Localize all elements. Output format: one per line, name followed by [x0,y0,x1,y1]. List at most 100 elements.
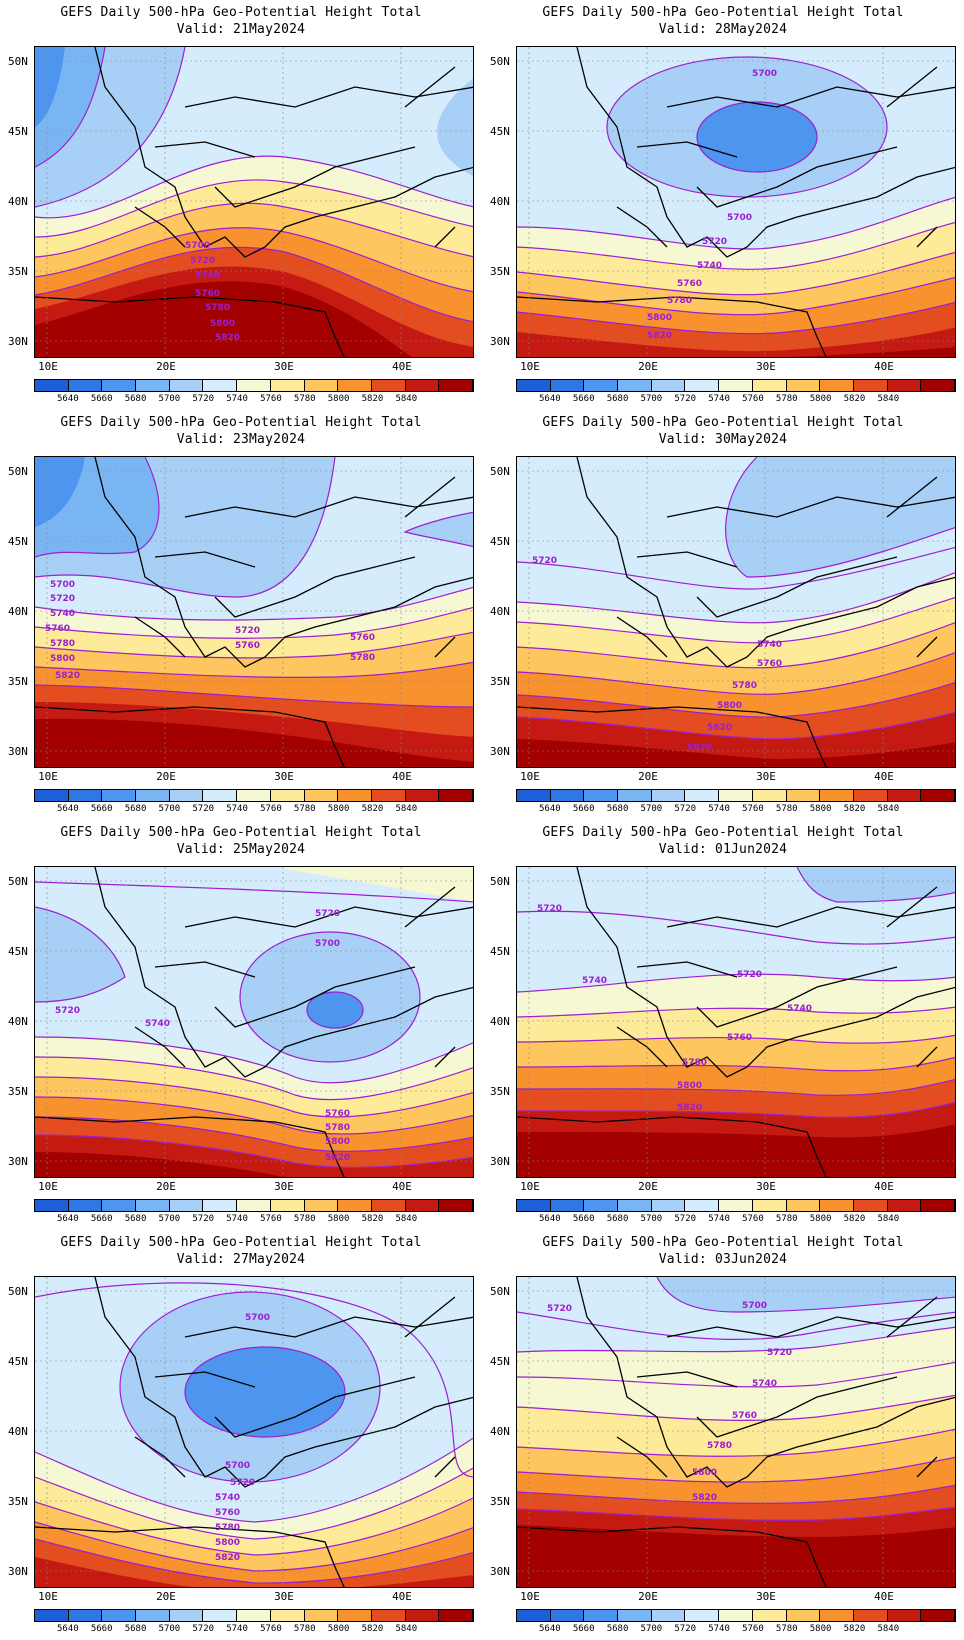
colorbar-label: 5680 [124,804,147,814]
contour-label: 5720 [532,556,558,566]
lat-label: 40N [8,195,28,208]
lon-label: 10E [520,360,540,373]
colorbar-label: 5640 [57,1624,79,1634]
colorbar-swatch [550,790,585,801]
contour-label: 5820 [215,333,241,343]
colorbar-swatch [136,1610,170,1621]
colorbar-swatch [618,1200,652,1211]
colorbar-label: 5760 [742,1624,764,1634]
contour-label: 5780 [732,681,758,691]
colorbar-label: 5660 [572,394,595,404]
lon-label: 20E [156,1590,176,1603]
colorbar-label: 5820 [843,804,866,814]
valid-prefix: Valid: [658,432,715,447]
colorbar-swatch [618,1610,652,1621]
colorbar-label: 5840 [395,804,418,814]
height-map-svg [517,457,955,767]
contour-label: 5720 [190,256,216,266]
valid-date-line: Valid: 23May2024 [0,431,482,448]
lat-label: 50N [8,55,28,68]
valid-date-line: Valid: 01Jun2024 [482,841,964,858]
colorbar-swatch [304,1200,339,1211]
valid-date: 28May2024 [714,22,788,37]
colorbar-swatch [853,380,888,391]
lon-label: 40E [874,1590,894,1603]
lon-label: 10E [38,1590,58,1603]
lon-label: 40E [392,770,412,783]
colorbar-label: 5740 [226,1624,248,1634]
colorbar-swatch [270,1610,305,1621]
colorbar-label: 5780 [293,1214,316,1224]
height-map-svg [517,1277,955,1587]
contour-label: 5800 [325,1137,351,1147]
contour-label: 5780 [325,1123,351,1133]
colorbar-label: 5800 [327,804,350,814]
panel-title: GEFS Daily 500-hPa Geo-Potential Height … [60,1235,422,1250]
colorbar-swatch [439,1610,473,1621]
lon-label: 40E [392,1590,412,1603]
colorbar-swatch [35,1610,69,1621]
colorbar-swatch [270,790,305,801]
colorbar-swatch [136,1200,170,1211]
panel-title: GEFS Daily 500-hPa Geo-Potential Height … [60,5,422,20]
panel-title: GEFS Daily 500-hPa Geo-Potential Height … [60,825,422,840]
contour-label: 5740 [582,976,608,986]
lon-label: 30E [756,770,776,783]
colorbar-label: 5660 [90,394,113,404]
valid-date-line: Valid: 25May2024 [0,841,482,858]
colorbar-swatch [584,790,619,801]
colorbar-label: 5780 [775,1624,798,1634]
colorbar-label: 5640 [539,394,561,404]
height-map: 5720 5700 5720 5740 5760 5780 5800 5820 [516,1276,956,1588]
colorbar-label: 5780 [293,1624,316,1634]
lon-label: 40E [874,1180,894,1193]
colorbar-label: 5640 [57,394,79,404]
height-map: 5700 5700 5720 5740 5760 5780 5800 5820 [34,1276,474,1588]
colorbar-label: 5720 [674,1214,697,1224]
colorbar-swatch [651,790,686,801]
height-map: 5720 5740 5760 5780 5800 5820 5820 [516,456,956,768]
contour-label: 5700 [752,69,778,79]
lat-label: 40N [8,1425,28,1438]
colorbar-label: 5660 [572,804,595,814]
colorbar-label: 5660 [90,804,113,814]
contour-label: 5700 [727,213,753,223]
colorbar-label: 5820 [843,394,866,404]
lon-label: 40E [392,360,412,373]
colorbar-swatch [921,1610,955,1621]
colorbar-swatch [203,790,238,801]
lat-label: 50N [490,465,510,478]
contour-label: 5760 [195,289,221,299]
lon-label: 10E [38,770,58,783]
colorbar [516,1199,956,1212]
valid-date-line: Valid: 03Jun2024 [482,1251,964,1268]
lon-label: 30E [756,1590,776,1603]
lat-label: 30N [8,335,28,348]
colorbar [34,1609,474,1622]
colorbar-label: 5720 [674,804,697,814]
colorbar-swatch [338,1200,372,1211]
height-map: 5700 5700 5720 5740 5760 5780 5800 5820 [516,46,956,358]
lat-label: 50N [8,875,28,888]
colorbar-swatch [719,1610,753,1621]
colorbar-swatch [68,380,103,391]
lon-label: 40E [874,770,894,783]
lat-label: 50N [490,875,510,888]
colorbar-label: 5720 [674,394,697,404]
map-panel: GEFS Daily 500-hPa Geo-Potential Height … [482,1230,964,1640]
colorbar-swatch [102,790,137,801]
colorbar-swatch [517,1200,551,1211]
contour-label: 5780 [707,1441,733,1451]
colorbar-label: 5700 [158,1214,181,1224]
colorbar-swatch [439,380,473,391]
lon-label: 30E [756,1180,776,1193]
colorbar-swatch [136,790,170,801]
colorbar-label: 5680 [606,394,629,404]
colorbar-label: 5640 [57,804,79,814]
contour-label: 5740 [697,261,723,271]
valid-prefix: Valid: [176,842,233,857]
colorbar-swatch [371,1200,406,1211]
colorbar-swatch [270,1200,305,1211]
valid-date-line: Valid: 21May2024 [0,21,482,38]
contour-label: 5720 [230,1478,256,1488]
